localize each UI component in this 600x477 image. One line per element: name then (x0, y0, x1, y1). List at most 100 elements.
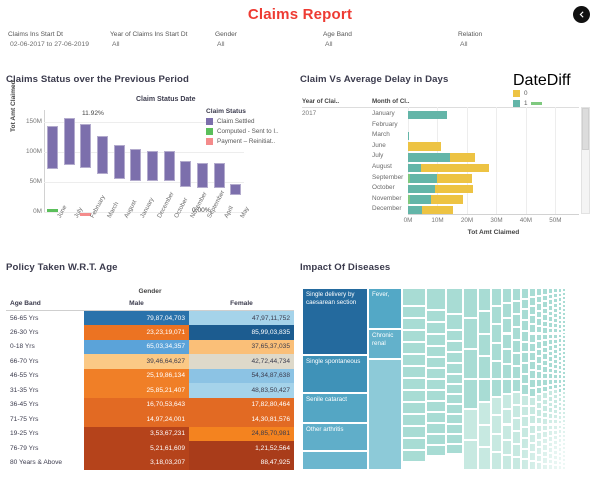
treemap-tile[interactable] (548, 350, 553, 357)
cell-male[interactable]: 5,21,61,609 (84, 441, 189, 456)
treemap-tile[interactable] (542, 327, 548, 334)
treemap-tile[interactable] (558, 319, 562, 325)
filter-value[interactable]: All (112, 41, 120, 48)
delay-row[interactable]: December (372, 204, 579, 216)
treemap-tile[interactable] (562, 347, 566, 352)
treemap-tile[interactable] (558, 392, 562, 398)
bar-segment[interactable] (436, 174, 473, 183)
claims-bar[interactable] (196, 162, 208, 188)
treemap-tile[interactable] (502, 288, 512, 304)
treemap-tile[interactable] (446, 404, 463, 414)
column-header-age-band[interactable]: Age Band (6, 300, 84, 311)
treemap-tile[interactable] (529, 388, 536, 398)
bar-segment[interactable] (420, 163, 490, 173)
treemap-tile[interactable] (426, 346, 446, 357)
treemap-tile[interactable] (548, 390, 553, 397)
treemap-tile[interactable] (512, 431, 521, 444)
treemap-tile[interactable] (553, 333, 558, 339)
treemap-tile[interactable] (536, 363, 542, 372)
treemap-tile[interactable] (548, 288, 553, 294)
computed-marker[interactable] (46, 209, 58, 212)
treemap-tile[interactable] (558, 288, 562, 293)
claims-bar[interactable] (80, 124, 92, 169)
treemap-tile[interactable] (521, 373, 529, 385)
treemap-tile[interactable] (529, 369, 536, 379)
treemap-tile[interactable]: Fever, (368, 288, 402, 329)
treemap-tile[interactable] (529, 406, 536, 416)
treemap-tile[interactable] (558, 360, 562, 366)
treemap-tile[interactable] (529, 324, 536, 334)
delay-row[interactable]: June (372, 141, 579, 153)
treemap-tile[interactable] (529, 333, 536, 343)
treemap-tile[interactable] (478, 401, 491, 425)
cell-male[interactable]: 79,87,04,703 (84, 310, 189, 325)
filter-value[interactable]: All (325, 41, 333, 48)
treemap-tile[interactable] (402, 366, 426, 378)
treemap-tile[interactable] (426, 445, 446, 456)
treemap-tile[interactable] (502, 394, 512, 410)
treemap-tile[interactable] (542, 294, 548, 301)
treemap-tile[interactable] (558, 383, 562, 389)
treemap-tile[interactable] (491, 360, 502, 379)
treemap-tile[interactable] (402, 426, 426, 438)
treemap-tile[interactable] (478, 424, 491, 448)
treemap-tile[interactable] (562, 390, 566, 395)
claims-bar[interactable] (146, 150, 158, 182)
treemap-tile[interactable] (558, 306, 562, 311)
treemap-tile[interactable] (512, 327, 521, 340)
bar-segment[interactable] (431, 195, 464, 204)
treemap-tile[interactable] (558, 347, 562, 352)
treemap-tile[interactable] (558, 374, 562, 379)
treemap-tile[interactable] (553, 313, 558, 319)
treemap-tile[interactable] (542, 320, 548, 327)
cell-female[interactable]: 37,65,37,035 (189, 339, 294, 354)
table-row[interactable]: 36-45 Yrs 16,70,53,643 17,82,80,464 (6, 397, 294, 412)
treemap-tile[interactable] (558, 292, 562, 298)
treemap-tile[interactable] (426, 379, 446, 390)
treemap-tile[interactable] (426, 390, 446, 401)
treemap-tile[interactable] (553, 363, 558, 369)
treemap-tile[interactable] (426, 368, 446, 379)
treemap-tile[interactable] (478, 288, 491, 311)
bar-segment[interactable] (410, 174, 437, 183)
table-row[interactable]: 71-75 Yrs 14,97,24,001 14,30,81,576 (6, 412, 294, 427)
treemap-tile[interactable] (521, 427, 529, 438)
treemap-tile[interactable] (426, 288, 446, 310)
treemap-tile[interactable] (553, 323, 558, 329)
claims-bar[interactable] (46, 126, 58, 169)
treemap-tile[interactable] (463, 439, 478, 470)
cell-male[interactable]: 39,46,64,627 (84, 354, 189, 369)
column-header-male[interactable]: Male (84, 300, 189, 311)
table-row[interactable]: 0-18 Yrs 65,03,34,357 37,65,37,035 (6, 339, 294, 354)
treemap-tile[interactable] (502, 303, 512, 319)
treemap-tile[interactable] (521, 330, 529, 342)
treemap-tile[interactable] (426, 412, 446, 423)
treemap-tile[interactable] (512, 418, 521, 431)
treemap-tile[interactable] (558, 388, 562, 393)
treemap-tile[interactable] (558, 356, 562, 361)
treemap-tile[interactable] (521, 459, 529, 470)
table-row[interactable]: 80 Years & Above 3,18,03,207 88,47,925 (6, 455, 294, 470)
treemap-tile[interactable] (542, 301, 548, 308)
filter-1[interactable]: Year of Claims Ins Start Dt All (110, 31, 187, 48)
claims-bar[interactable] (96, 136, 108, 175)
bar-segment[interactable] (408, 184, 436, 194)
treemap-tile[interactable] (302, 451, 368, 470)
treemap-tile[interactable] (402, 402, 426, 414)
treemap-tile[interactable] (548, 310, 553, 317)
treemap-tile[interactable] (553, 308, 558, 314)
treemap-tile[interactable] (512, 353, 521, 366)
back-arrow-icon[interactable] (573, 6, 590, 23)
cell-female[interactable]: 42,72,44,734 (189, 354, 294, 369)
treemap-tile[interactable] (491, 379, 502, 398)
treemap-tile[interactable] (446, 434, 463, 444)
bar-segment[interactable] (408, 163, 421, 173)
claims-bar[interactable] (163, 151, 175, 182)
treemap-tile[interactable] (553, 343, 558, 349)
treemap-tile[interactable] (548, 339, 553, 345)
claims-bar[interactable] (180, 161, 192, 187)
treemap-tile[interactable] (529, 360, 536, 370)
treemap-tile[interactable] (478, 356, 491, 379)
bar-segment[interactable] (435, 184, 474, 194)
treemap-tile[interactable] (463, 348, 478, 379)
